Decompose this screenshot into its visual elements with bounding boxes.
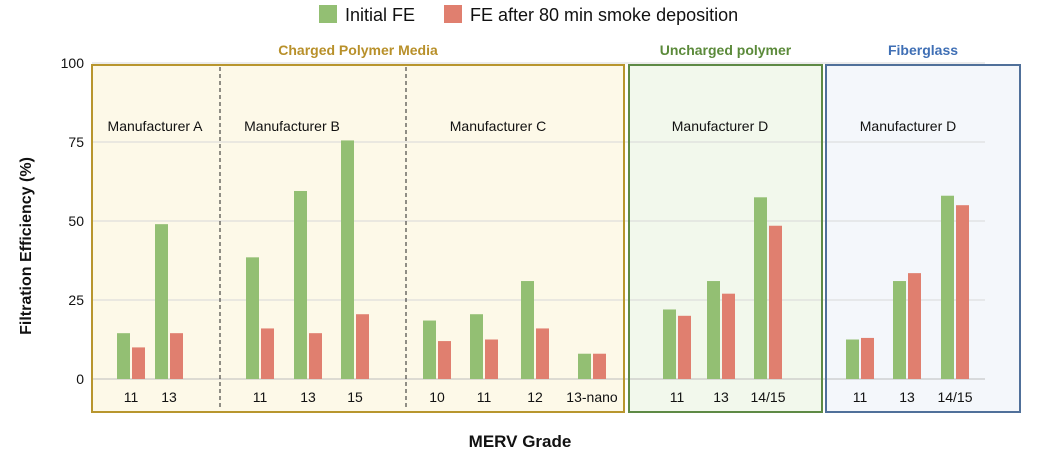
x-tick-label: 11 [477, 389, 492, 405]
x-tick-label: 13 [300, 389, 316, 405]
y-tick-label: 100 [61, 55, 85, 71]
bar-fe-after-smoke [861, 337, 874, 379]
legend-swatch [444, 5, 462, 23]
manufacturer-label: Manufacturer D [672, 118, 768, 134]
x-tick-label: 13 [713, 389, 729, 405]
bars [117, 140, 969, 379]
bar-initial-fe [578, 353, 591, 379]
manufacturer-label: Manufacturer A [108, 118, 204, 134]
group-borders [91, 64, 1021, 413]
bar-initial-fe [893, 281, 906, 379]
bar-initial-fe [846, 339, 859, 379]
bar-initial-fe [521, 281, 534, 379]
bar-fe-after-smoke [261, 328, 274, 379]
chart-text: 0 25 50 75 100 11 13 Manufacturer A 11 13 15 Manufa… [18, 42, 973, 451]
legend-label: Initial FE [345, 5, 415, 25]
manufacturer-label: Manufacturer B [244, 118, 340, 134]
bar-fe-after-smoke [309, 333, 322, 379]
bar-fe-after-smoke [956, 205, 969, 379]
legend-label: FE after 80 min smoke deposition [470, 5, 738, 25]
group-border [628, 64, 823, 413]
bar-fe-after-smoke [593, 353, 606, 379]
x-tick-label: 13 [161, 389, 177, 405]
bar-fe-after-smoke [678, 315, 691, 379]
manufacturer-label: Manufacturer C [450, 118, 546, 134]
bar-fe-after-smoke [908, 273, 921, 379]
x-tick-label: 10 [429, 389, 445, 405]
group-title: Uncharged polymer [660, 42, 792, 58]
bar-fe-after-smoke [356, 314, 369, 379]
x-tick-label: 11 [670, 389, 685, 405]
x-tick-label: 11 [253, 389, 268, 405]
legend: Initial FE FE after 80 min smoke depositi… [319, 5, 738, 25]
bar-initial-fe [754, 197, 767, 379]
bar-initial-fe [707, 281, 720, 379]
group-title: Fiberglass [888, 42, 958, 58]
group-title: Charged Polymer Media [278, 42, 438, 58]
bar-fe-after-smoke [132, 347, 145, 379]
x-tick-label: 14/15 [750, 389, 785, 405]
bar-initial-fe [155, 224, 168, 379]
bar-fe-after-smoke [769, 225, 782, 379]
bar-initial-fe [423, 320, 436, 379]
bar-initial-fe [117, 333, 130, 379]
bar-fe-after-smoke [438, 341, 451, 379]
x-axis-title: MERV Grade [469, 432, 572, 451]
y-tick-label: 25 [68, 292, 84, 308]
x-tick-label: 13-nano [566, 389, 618, 405]
bar-initial-fe [663, 309, 676, 379]
bar-initial-fe [294, 190, 307, 379]
x-tick-label: 11 [124, 389, 139, 405]
bar-fe-after-smoke [722, 293, 735, 379]
group-border [91, 64, 625, 413]
group-border [825, 64, 1021, 413]
bar-fe-after-smoke [536, 328, 549, 379]
bar-initial-fe [341, 140, 354, 379]
x-tick-label: 12 [527, 389, 543, 405]
manufacturer-label: Manufacturer D [860, 118, 956, 134]
y-tick-label: 50 [68, 213, 84, 229]
y-tick-label: 75 [68, 134, 84, 150]
bar-initial-fe [470, 314, 483, 379]
y-axis-title: Filtration Efficiency (%) [18, 157, 35, 335]
bar-initial-fe [246, 257, 259, 379]
y-tick-label: 0 [76, 371, 84, 387]
x-tick-label: 11 [853, 389, 868, 405]
x-tick-label: 13 [899, 389, 915, 405]
x-tick-label: 15 [347, 389, 363, 405]
bar-fe-after-smoke [485, 339, 498, 379]
bar-fe-after-smoke [170, 333, 183, 379]
legend-swatch [319, 5, 337, 23]
bar-initial-fe [941, 195, 954, 379]
x-tick-label: 14/15 [937, 389, 972, 405]
